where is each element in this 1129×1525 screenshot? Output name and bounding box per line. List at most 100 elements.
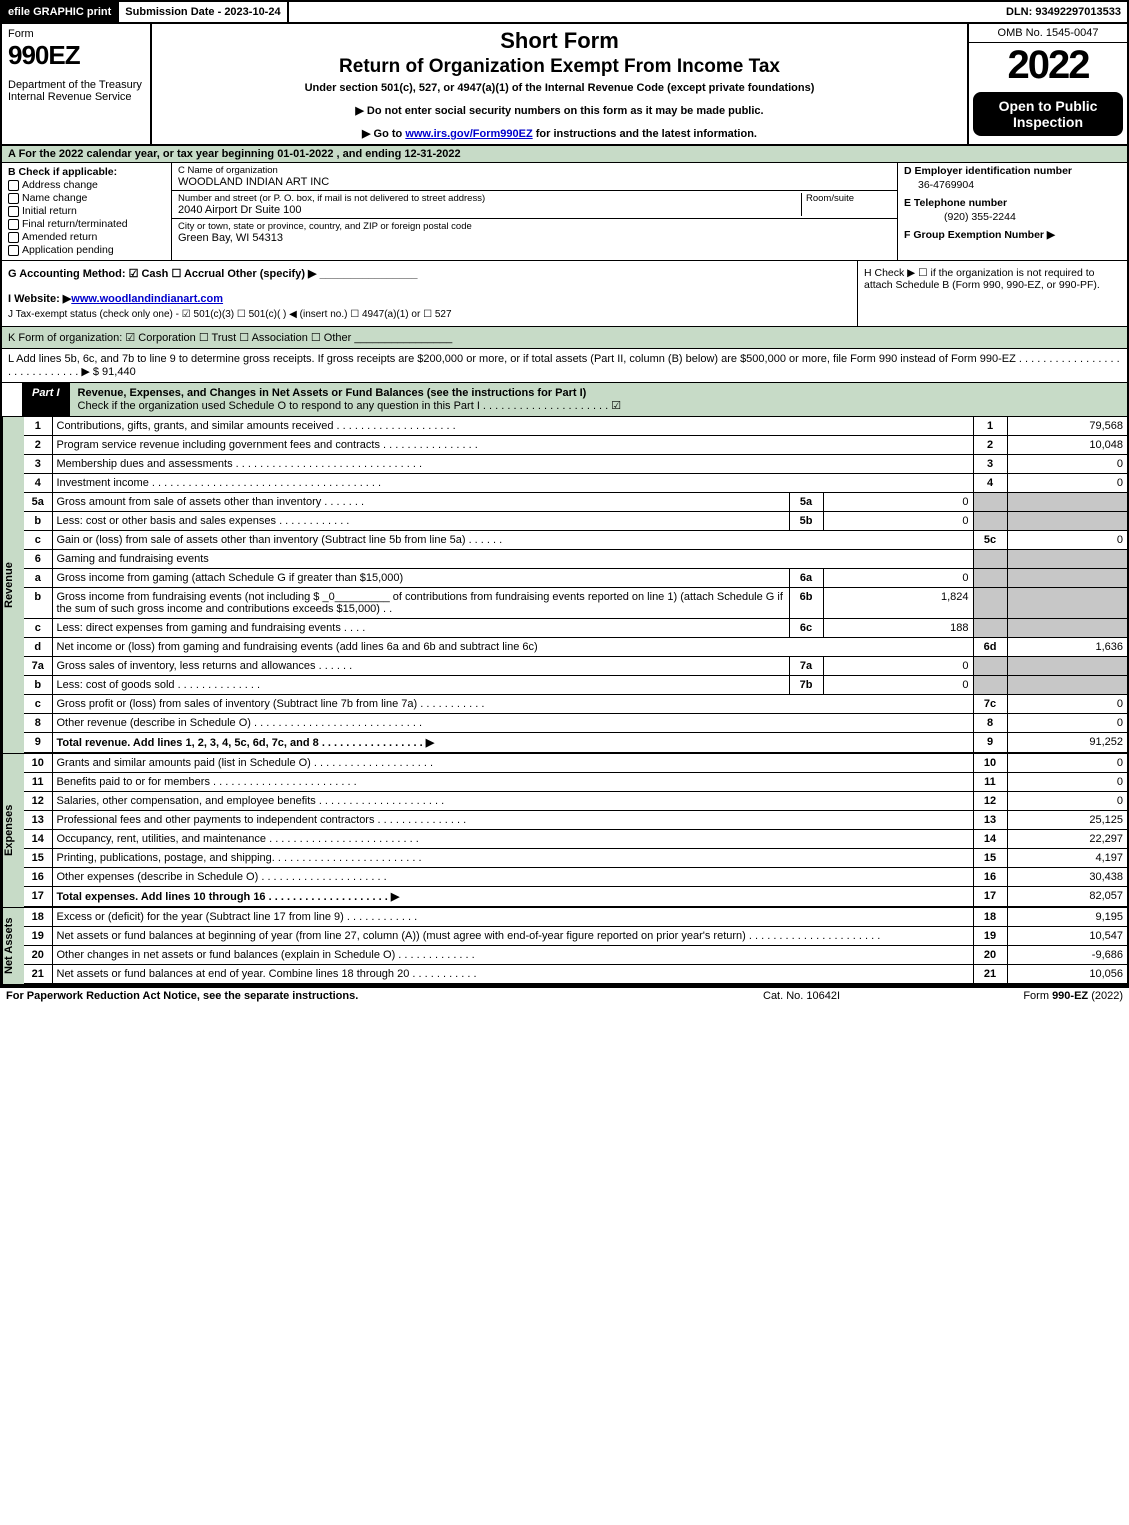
check-application-pending[interactable]: Application pending [8, 244, 165, 256]
dln: DLN: 93492297013533 [1000, 2, 1127, 22]
line-15: 15Printing, publications, postage, and s… [24, 849, 1127, 868]
check-amended-return[interactable]: Amended return [8, 231, 165, 243]
line-11: 11Benefits paid to or for members . . . … [24, 773, 1127, 792]
line-13: 13Professional fees and other payments t… [24, 811, 1127, 830]
line-14: 14Occupancy, rent, utilities, and mainte… [24, 830, 1127, 849]
l-value: 91,440 [102, 366, 136, 378]
phone-label: E Telephone number [904, 197, 1121, 209]
line-6c: cLess: direct expenses from gaming and f… [24, 619, 1127, 638]
line-6d: dNet income or (loss) from gaming and fu… [24, 638, 1127, 657]
part-1-title: Revenue, Expenses, and Changes in Net As… [70, 383, 1127, 416]
section-g-to-j: G Accounting Method: ☑ Cash ☐ Accrual Ot… [0, 261, 1129, 327]
form-word: Form [8, 28, 144, 40]
line-20: 20Other changes in net assets or fund ba… [24, 946, 1127, 965]
line-5a: 5aGross amount from sale of assets other… [24, 493, 1127, 512]
ein-label: D Employer identification number [904, 165, 1121, 177]
accounting-method: G Accounting Method: ☑ Cash ☐ Accrual Ot… [8, 267, 851, 280]
catalog-number: Cat. No. 10642I [763, 990, 963, 1002]
check-initial-return[interactable]: Initial return [8, 205, 165, 217]
expenses-table: 10Grants and similar amounts paid (list … [24, 754, 1127, 907]
revenue-section: Revenue 1Contributions, gifts, grants, a… [0, 417, 1129, 753]
org-name-value: WOODLAND INDIAN ART INC [178, 176, 891, 188]
form-instruction-2: ▶ Go to www.irs.gov/Form990EZ for instru… [160, 127, 959, 140]
org-name-cell: C Name of organization WOODLAND INDIAN A… [172, 163, 897, 191]
line-16: 16Other expenses (describe in Schedule O… [24, 868, 1127, 887]
footer: For Paperwork Reduction Act Notice, see … [0, 986, 1129, 1004]
form-instruction-1: ▶ Do not enter social security numbers o… [160, 104, 959, 117]
department-label: Department of the Treasury Internal Reve… [8, 79, 144, 103]
line-1: 1Contributions, gifts, grants, and simil… [24, 417, 1127, 436]
form-rev: Form 990-EZ (2022) [963, 990, 1123, 1002]
phone-value: (920) 355-2244 [944, 211, 1121, 223]
revenue-table: 1Contributions, gifts, grants, and simil… [24, 417, 1127, 753]
part-1-check: Check if the organization used Schedule … [78, 400, 622, 412]
ein-value: 36-4769904 [918, 179, 1121, 191]
check-final-return[interactable]: Final return/terminated [8, 218, 165, 230]
irs-link[interactable]: www.irs.gov/Form990EZ [405, 128, 532, 140]
section-l: L Add lines 5b, 6c, and 7b to line 9 to … [0, 349, 1129, 383]
line-12: 12Salaries, other compensation, and empl… [24, 792, 1127, 811]
line-19: 19Net assets or fund balances at beginni… [24, 927, 1127, 946]
section-b-to-f: B Check if applicable: Address change Na… [0, 163, 1129, 261]
column-c: C Name of organization WOODLAND INDIAN A… [172, 163, 897, 260]
header-right: OMB No. 1545-0047 2022 Open to Public In… [967, 24, 1127, 144]
line-17: 17Total expenses. Add lines 10 through 1… [24, 887, 1127, 907]
website-link[interactable]: www.woodlandindianart.com [71, 293, 223, 305]
net-assets-section: Net Assets 18Excess or (deficit) for the… [0, 907, 1129, 986]
expenses-section: Expenses 10Grants and similar amounts pa… [0, 753, 1129, 907]
city-value: Green Bay, WI 54313 [178, 232, 891, 244]
topbar-spacer [289, 2, 1000, 22]
group-exemption-label: F Group Exemption Number ▶ [904, 229, 1121, 241]
topbar: efile GRAPHIC print Submission Date - 20… [0, 0, 1129, 24]
header-center: Short Form Return of Organization Exempt… [152, 24, 967, 144]
line-5c: cGain or (loss) from sale of assets othe… [24, 531, 1127, 550]
room-label: Room/suite [806, 193, 891, 204]
form-header: Form 990EZ Department of the Treasury In… [0, 24, 1129, 146]
form-title-1: Short Form [160, 28, 959, 54]
website-line: I Website: ▶www.woodlandindianart.com [8, 292, 851, 305]
expenses-side-label: Expenses [2, 754, 24, 907]
line-10: 10Grants and similar amounts paid (list … [24, 754, 1127, 773]
line-7c: cGross profit or (loss) from sales of in… [24, 695, 1127, 714]
net-assets-side-label: Net Assets [2, 908, 24, 984]
line-9: 9Total revenue. Add lines 1, 2, 3, 4, 5c… [24, 733, 1127, 753]
check-address-change[interactable]: Address change [8, 179, 165, 191]
schedule-b-check: H Check ▶ ☐ if the organization is not r… [864, 267, 1121, 291]
submission-date: Submission Date - 2023-10-24 [119, 2, 288, 22]
city-cell: City or town, state or province, country… [172, 219, 897, 246]
gi-left: G Accounting Method: ☑ Cash ☐ Accrual Ot… [2, 261, 857, 326]
address-value: 2040 Airport Dr Suite 100 [178, 204, 801, 216]
form-subtitle: Under section 501(c), 527, or 4947(a)(1)… [160, 82, 959, 94]
line-3: 3Membership dues and assessments . . . .… [24, 455, 1127, 474]
line-7b: bLess: cost of goods sold . . . . . . . … [24, 676, 1127, 695]
omb-number: OMB No. 1545-0047 [969, 24, 1127, 43]
header-left: Form 990EZ Department of the Treasury In… [2, 24, 152, 144]
line-18: 18Excess or (deficit) for the year (Subt… [24, 908, 1127, 927]
efile-print-label[interactable]: efile GRAPHIC print [2, 2, 119, 22]
form-number: 990EZ [8, 40, 144, 71]
column-d-e-f: D Employer identification number 36-4769… [897, 163, 1127, 260]
line-2: 2Program service revenue including gover… [24, 436, 1127, 455]
line-6a: aGross income from gaming (attach Schedu… [24, 569, 1127, 588]
city-label: City or town, state or province, country… [178, 221, 891, 232]
public-inspection-badge: Open to Public Inspection [973, 92, 1123, 136]
check-name-change[interactable]: Name change [8, 192, 165, 204]
address-cell: Number and street (or P. O. box, if mail… [172, 191, 897, 219]
line-5b: bLess: cost or other basis and sales exp… [24, 512, 1127, 531]
l-text: L Add lines 5b, 6c, and 7b to line 9 to … [8, 353, 1120, 378]
address-label: Number and street (or P. O. box, if mail… [178, 193, 801, 204]
gi-right: H Check ▶ ☐ if the organization is not r… [857, 261, 1127, 326]
part-1-tab: Part I [22, 383, 70, 416]
line-6b: bGross income from fundraising events (n… [24, 588, 1127, 619]
form-title-2: Return of Organization Exempt From Incom… [160, 56, 959, 78]
paperwork-notice: For Paperwork Reduction Act Notice, see … [6, 990, 763, 1002]
b-label: B Check if applicable: [8, 166, 165, 178]
tax-exempt-status: J Tax-exempt status (check only one) - ☑… [8, 309, 851, 320]
tax-year: 2022 [969, 43, 1127, 88]
line-21: 21Net assets or fund balances at end of … [24, 965, 1127, 984]
org-name-label: C Name of organization [178, 165, 891, 176]
row-a-tax-year: A For the 2022 calendar year, or tax yea… [0, 146, 1129, 163]
line-8: 8Other revenue (describe in Schedule O) … [24, 714, 1127, 733]
column-b: B Check if applicable: Address change Na… [2, 163, 172, 260]
line-7a: 7aGross sales of inventory, less returns… [24, 657, 1127, 676]
